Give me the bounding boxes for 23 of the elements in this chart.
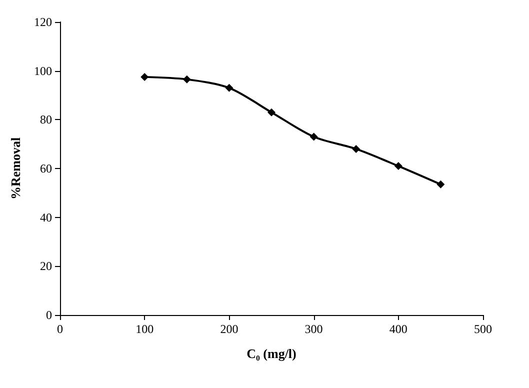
- x-axis-title: C₀ (mg/l): [246, 346, 296, 361]
- point: [394, 162, 402, 170]
- x-tick-label: 500: [474, 322, 492, 336]
- y-tick-label: 120: [34, 15, 52, 29]
- x-tick-label: 200: [220, 322, 238, 336]
- point: [436, 180, 445, 188]
- point: [268, 108, 276, 116]
- x-tick-label: 100: [136, 322, 154, 336]
- point: [352, 144, 360, 153]
- y-axis-title: %Removal: [8, 137, 23, 200]
- y-tick-label: 20: [40, 259, 52, 274]
- x-tick-label: 400: [389, 322, 408, 336]
- y-tick-label: 60: [40, 162, 52, 176]
- x-tick-label: 0: [57, 322, 63, 336]
- point: [140, 72, 149, 81]
- y-tick-label: 80: [40, 112, 52, 127]
- point: [182, 75, 191, 84]
- y-tick-label: 100: [34, 64, 52, 78]
- point: [310, 132, 318, 141]
- point: [225, 84, 234, 92]
- y-tick-label: 40: [40, 210, 52, 224]
- x-tick-label: 300: [304, 322, 323, 336]
- y-tick-label: 0: [46, 308, 52, 322]
